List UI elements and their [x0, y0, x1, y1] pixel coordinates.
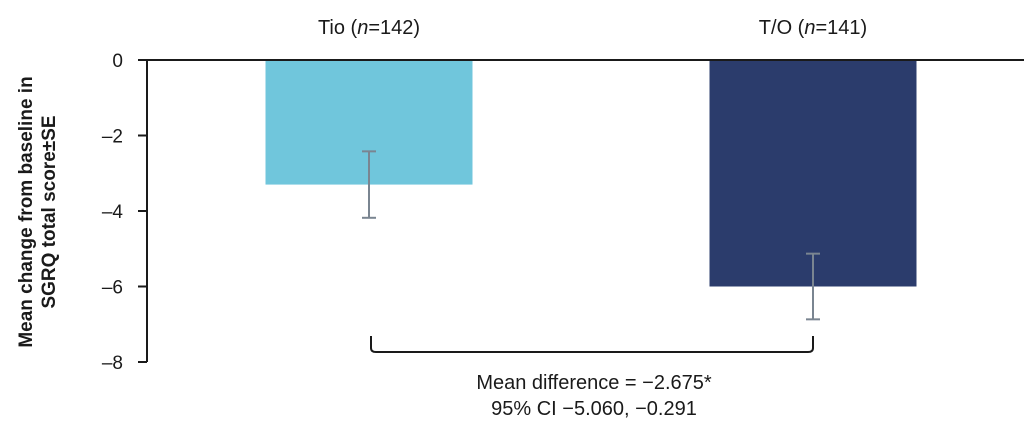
bar	[709, 60, 917, 287]
error-bars	[362, 150, 820, 321]
category-label: Tio (n=142)	[318, 17, 420, 39]
y-tick-label: –2	[102, 127, 123, 148]
y-tick-label: –6	[102, 278, 123, 299]
category-labels: Tio (n=142) T/O (n=141)	[318, 17, 867, 39]
y-axis-title-line-1: Mean change from baseline in	[16, 76, 37, 347]
difference-annotation: Mean difference = −2.675* 95% CI −5.060,…	[476, 372, 712, 420]
bars	[265, 60, 917, 287]
y-axis-title: Mean change from baseline in SGRQ total …	[16, 76, 60, 347]
y-axis: 0 –2 –4 –6 –8	[102, 51, 148, 374]
category-label: T/O (n=141)	[759, 17, 867, 39]
difference-bracket	[370, 336, 814, 353]
y-tick-label: 0	[112, 51, 123, 72]
y-tick-label: –8	[102, 353, 123, 374]
mean-difference-label: Mean difference = −2.675*	[476, 372, 712, 394]
y-tick-label: –4	[102, 202, 124, 223]
y-axis-title-line-2: SGRQ total score±SE	[39, 115, 60, 308]
confidence-interval-label: 95% CI −5.060, −0.291	[491, 398, 697, 420]
